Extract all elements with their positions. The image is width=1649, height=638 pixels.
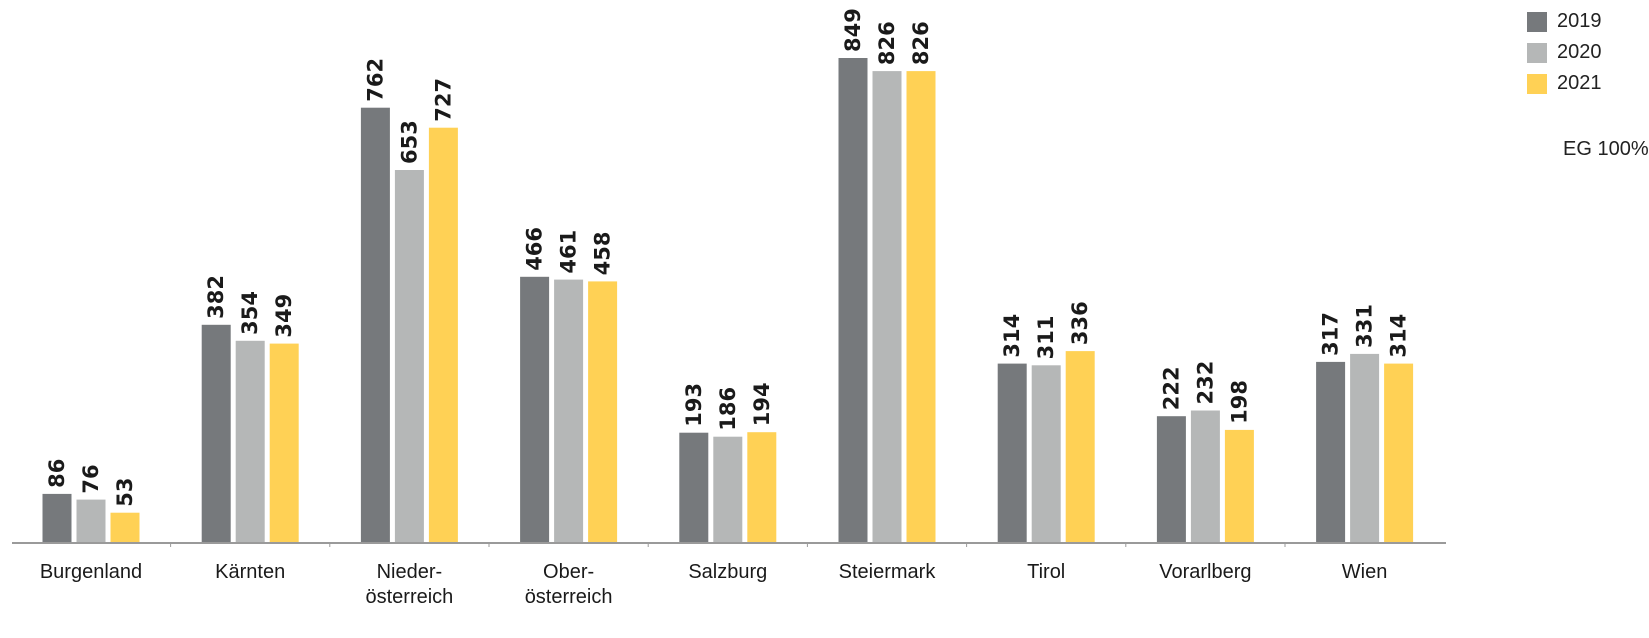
legend-swatch-2021	[1527, 73, 1547, 94]
value-label-2020-7: 232	[1193, 361, 1217, 405]
bar-2019-3	[520, 276, 550, 543]
value-label-2019-7: 222	[1159, 366, 1183, 410]
value-label-2020-2: 653	[397, 120, 421, 164]
bar-2020-4	[713, 436, 743, 543]
value-label-2019-0: 86	[45, 459, 69, 488]
bar-2019-1	[201, 324, 231, 543]
category-label-8: Wien	[1342, 561, 1388, 583]
bar-2020-7	[1190, 410, 1220, 543]
value-label-2020-0: 76	[79, 464, 103, 493]
bar-2021-2	[428, 127, 458, 543]
bar-2019-5	[838, 58, 868, 543]
category-label-2: Nieder-österreich	[365, 561, 453, 608]
value-label-2021-1: 349	[272, 294, 296, 338]
bar-2020-1	[235, 340, 265, 543]
bar-2020-2	[394, 170, 424, 543]
category-label-6: Tirol	[1027, 561, 1065, 583]
value-label-2021-3: 458	[591, 232, 615, 276]
legend-label-2021: 2021	[1557, 72, 1602, 94]
value-label-2020-5: 826	[875, 21, 899, 65]
value-label-2020-8: 331	[1353, 304, 1377, 348]
bar-2021-5	[906, 71, 936, 543]
bar-2021-6	[1065, 351, 1095, 543]
bars-layer	[42, 58, 1414, 543]
value-labels-layer: 86 76 53 382 354 349 762 653 727 466 461 458 193 186 1…	[45, 8, 1411, 507]
value-label-2020-4: 186	[716, 387, 740, 431]
value-label-2021-2: 727	[431, 78, 455, 122]
category-label-0: Burgenland	[40, 561, 142, 583]
bar-2019-6	[997, 363, 1027, 543]
bar-2019-4	[679, 432, 709, 543]
legend-item-2019: 2019	[1527, 6, 1602, 37]
bar-2021-8	[1384, 363, 1414, 543]
legend: 2019 2020 2021	[1527, 6, 1602, 99]
category-label-1: Kärnten	[215, 561, 285, 583]
value-label-2021-8: 314	[1387, 314, 1411, 358]
value-label-2020-1: 354	[238, 291, 262, 335]
value-label-2019-6: 314	[1000, 314, 1024, 358]
value-label-2019-2: 762	[363, 58, 387, 102]
legend-swatch-2020	[1527, 42, 1547, 63]
bar-2019-7	[1156, 416, 1186, 543]
bar-2021-0	[110, 512, 140, 543]
bar-2021-3	[588, 281, 618, 543]
value-label-2019-8: 317	[1319, 312, 1343, 356]
value-label-2021-7: 198	[1227, 380, 1251, 424]
value-label-2021-4: 194	[750, 382, 774, 426]
bar-2020-3	[554, 279, 584, 543]
bar-2020-5	[872, 71, 902, 543]
bar-2019-2	[360, 107, 390, 543]
bar-2019-8	[1316, 361, 1346, 543]
bar-2020-0	[76, 499, 106, 543]
legend-label-2019: 2019	[1557, 10, 1602, 32]
legend-label-2020: 2020	[1557, 41, 1602, 63]
bar-2021-1	[269, 343, 299, 543]
value-label-2020-6: 311	[1034, 315, 1058, 359]
bar-2021-7	[1224, 429, 1254, 543]
category-label-3: Ober-österreich	[525, 561, 613, 608]
bar-2020-8	[1350, 353, 1380, 543]
legend-item-2020: 2020	[1527, 37, 1602, 68]
chart-note: EG 100%	[1563, 138, 1649, 160]
value-label-2019-4: 193	[682, 383, 706, 427]
category-labels-layer: Burgenland Kärnten Nieder-österreich Ober-ö…	[40, 561, 1388, 608]
value-label-2021-0: 53	[113, 477, 137, 506]
value-label-2021-5: 826	[909, 21, 933, 65]
value-label-2021-6: 336	[1068, 301, 1092, 345]
value-label-2019-3: 466	[523, 227, 547, 271]
value-label-2019-5: 849	[841, 8, 865, 52]
category-label-5: Steiermark	[839, 561, 937, 583]
bar-2019-0	[42, 493, 72, 543]
legend-swatch-2019	[1527, 11, 1547, 32]
category-label-7: Vorarlberg	[1159, 561, 1251, 583]
bar-2021-4	[747, 432, 777, 543]
x-axis-ticks	[170, 543, 1286, 547]
category-label-4: Salzburg	[688, 561, 767, 583]
bar-2020-6	[1031, 365, 1061, 543]
legend-item-2021: 2021	[1527, 68, 1602, 99]
value-label-2020-3: 461	[557, 230, 581, 274]
value-label-2019-1: 382	[204, 275, 228, 319]
